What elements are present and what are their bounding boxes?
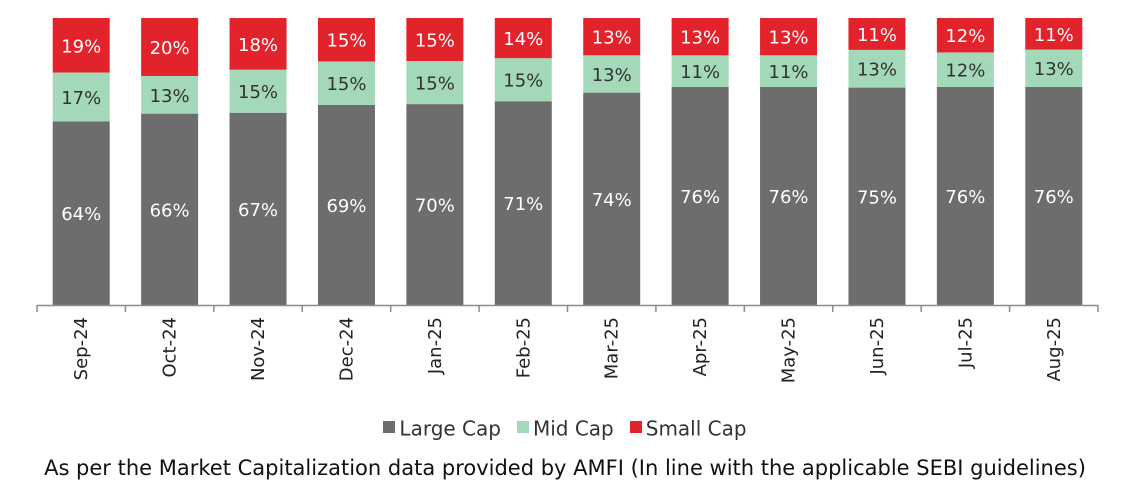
legend-swatch-large-cap: [383, 421, 396, 434]
data-label-mid-cap-dec-24: 15%: [326, 74, 366, 95]
data-label-mid-cap-jul-25: 12%: [945, 61, 985, 82]
data-label-mid-cap-feb-25: 15%: [503, 71, 543, 92]
bar-large-cap-mar-25: [583, 92, 641, 306]
x-tick-label-apr-25: Apr-25: [690, 317, 711, 376]
data-label-small-cap-mar-25: 13%: [592, 28, 632, 49]
bar-small-cap-jun-25: [848, 18, 906, 50]
bar-mid-cap-mar-25: [583, 55, 641, 93]
bar-small-cap-mar-25: [583, 18, 641, 56]
x-tick-label-jan-25: Jan-25: [425, 317, 446, 375]
bar-small-cap-feb-25: [494, 18, 552, 59]
bar-mid-cap-nov-24: [229, 69, 287, 113]
data-label-large-cap-oct-24: 66%: [150, 200, 190, 221]
data-label-mid-cap-mar-25: 13%: [592, 65, 632, 86]
x-tick-label-mar-25: Mar-25: [602, 317, 623, 379]
chart-legend: Large Cap Mid Cap Small Cap: [0, 414, 1130, 440]
bar-mid-cap-sep-24: [52, 72, 110, 122]
data-label-small-cap-apr-25: 13%: [680, 28, 720, 49]
x-tick-label-may-25: May-25: [779, 317, 800, 383]
data-label-large-cap-feb-25: 71%: [503, 194, 543, 215]
x-tick-label-dec-24: Dec-24: [336, 317, 357, 381]
bar-mid-cap-jan-25: [406, 61, 464, 105]
x-tick-label-aug-25: Aug-25: [1044, 317, 1065, 382]
bar-mid-cap-aug-25: [1025, 49, 1083, 87]
data-label-large-cap-nov-24: 67%: [238, 200, 278, 221]
bar-large-cap-sep-24: [52, 121, 110, 305]
x-tick-label-feb-25: Feb-25: [513, 317, 534, 378]
legend-label-small-cap: Small Cap: [645, 416, 747, 441]
bar-small-cap-jan-25: [406, 18, 464, 62]
bar-small-cap-may-25: [760, 18, 818, 56]
data-label-mid-cap-aug-25: 13%: [1034, 59, 1074, 80]
legend-swatch-small-cap: [629, 421, 642, 434]
bar-small-cap-oct-24: [141, 18, 199, 76]
x-tick-label-oct-24: Oct-24: [160, 317, 181, 378]
bar-small-cap-aug-25: [1025, 18, 1083, 50]
footnote: As per the Market Capitalization data pr…: [44, 456, 1086, 480]
bar-mid-cap-dec-24: [317, 61, 375, 105]
bar-large-cap-jan-25: [406, 104, 464, 305]
bar-mid-cap-oct-24: [141, 75, 199, 114]
data-label-large-cap-jan-25: 70%: [415, 196, 455, 217]
data-label-small-cap-jan-25: 15%: [415, 31, 455, 52]
data-label-small-cap-nov-24: 18%: [238, 35, 278, 56]
data-label-large-cap-jun-25: 75%: [857, 187, 897, 208]
data-label-mid-cap-oct-24: 13%: [150, 86, 190, 107]
bar-large-cap-feb-25: [494, 101, 552, 305]
data-label-large-cap-apr-25: 76%: [680, 187, 720, 208]
x-tick-label-nov-24: Nov-24: [248, 317, 269, 381]
data-label-small-cap-dec-24: 15%: [326, 31, 366, 52]
data-label-small-cap-aug-25: 11%: [1034, 25, 1074, 46]
bar-mid-cap-feb-25: [494, 58, 552, 102]
bar-mid-cap-jul-25: [936, 52, 994, 87]
bar-large-cap-nov-24: [229, 112, 287, 306]
bar-large-cap-aug-25: [1025, 86, 1083, 305]
data-label-small-cap-may-25: 13%: [769, 28, 809, 49]
x-tick-label-sep-24: Sep-24: [71, 317, 92, 380]
data-label-large-cap-dec-24: 69%: [326, 196, 366, 217]
data-label-large-cap-may-25: 76%: [769, 187, 809, 208]
data-label-mid-cap-may-25: 11%: [769, 62, 809, 83]
data-label-large-cap-aug-25: 76%: [1034, 187, 1074, 208]
legend-item-mid-cap: Mid Cap: [516, 415, 614, 441]
bar-small-cap-dec-24: [317, 18, 375, 62]
bar-mid-cap-may-25: [760, 55, 818, 87]
data-label-mid-cap-jun-25: 13%: [857, 60, 897, 81]
bar-large-cap-may-25: [760, 86, 818, 305]
data-label-large-cap-sep-24: 64%: [61, 204, 101, 225]
bar-large-cap-apr-25: [671, 86, 729, 305]
data-label-large-cap-mar-25: 74%: [592, 190, 632, 211]
bar-large-cap-jun-25: [848, 87, 906, 305]
data-label-small-cap-jun-25: 11%: [857, 25, 897, 46]
bar-small-cap-apr-25: [671, 18, 729, 56]
data-label-small-cap-oct-24: 20%: [150, 38, 190, 59]
bar-mid-cap-jun-25: [848, 49, 906, 88]
legend-label-large-cap: Large Cap: [399, 416, 501, 441]
data-label-small-cap-feb-25: 14%: [503, 29, 543, 50]
data-label-large-cap-jul-25: 76%: [945, 187, 985, 208]
data-label-mid-cap-jan-25: 15%: [415, 74, 455, 95]
bar-small-cap-jul-25: [936, 18, 994, 53]
data-label-small-cap-jul-25: 12%: [945, 26, 985, 47]
bar-large-cap-dec-24: [317, 104, 375, 305]
bar-large-cap-oct-24: [141, 113, 199, 306]
stacked-bar-chart: 64% 17% 19% 66% 13% 20% 67% 15% 18% 69% 15% 15% 70% 1…: [36, 18, 1099, 383]
bar-large-cap-jul-25: [936, 86, 994, 305]
x-tick-label-jun-25: Jun-25: [867, 317, 888, 376]
x-tick-label-jul-25: Jul-25: [955, 317, 976, 369]
data-label-mid-cap-apr-25: 11%: [680, 62, 720, 83]
data-label-mid-cap-nov-24: 15%: [238, 82, 278, 103]
legend-item-small-cap: Small Cap: [629, 415, 747, 441]
data-label-small-cap-sep-24: 19%: [61, 36, 101, 57]
bar-mid-cap-apr-25: [671, 55, 729, 87]
legend-item-large-cap: Large Cap: [383, 415, 501, 441]
legend-swatch-mid-cap: [516, 421, 529, 434]
data-label-mid-cap-sep-24: 17%: [61, 88, 101, 109]
bar-small-cap-sep-24: [52, 18, 110, 73]
bar-small-cap-nov-24: [229, 18, 287, 70]
legend-label-mid-cap: Mid Cap: [532, 416, 614, 441]
